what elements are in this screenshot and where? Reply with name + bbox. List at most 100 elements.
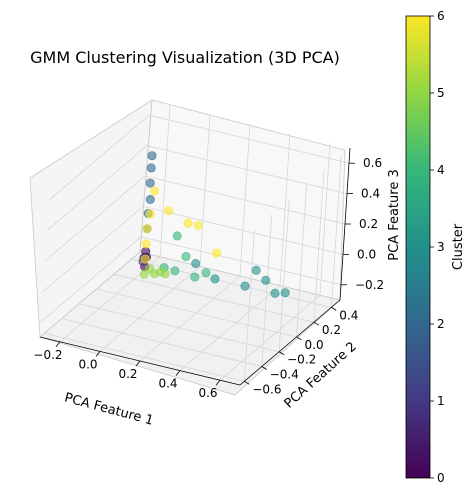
data-point [146,163,156,173]
y-tick-label: 0.0 [305,338,324,352]
data-point [183,218,193,228]
grid-line-y-wall [296,184,307,337]
x-tick-mark [55,341,61,348]
grid-line-y-wall [278,199,290,352]
z-tick-label: 0.4 [361,187,380,201]
scatter-points [138,151,290,298]
z-tick-label: −0.2 [355,278,384,292]
colorbar-tick-label: 0 [437,471,445,485]
grid-line-z [148,114,350,164]
x-tick-mark [175,370,181,376]
colorbar-ticks: 0 1 2 3 4 5 6 [430,9,445,485]
z-tick-label: 0.6 [363,156,382,170]
grid-line-y [61,318,262,367]
x-tick-label: 0.2 [118,367,137,381]
data-point [193,221,203,231]
grid-line-y [96,288,297,338]
y-axis-line [239,299,341,386]
data-point [201,268,211,278]
grid-line-z-wall [44,175,146,262]
pane-group [29,99,346,396]
data-point [172,231,182,241]
data-point [261,275,271,285]
data-point [170,266,180,276]
y-tick-label: 0.4 [339,308,358,322]
data-point [141,239,151,249]
x-tick-label: −0.2 [33,348,62,362]
grid-line-y-wall [313,170,325,323]
data-point [280,288,290,298]
data-point [139,269,149,279]
colorbar-gradient [405,15,431,479]
y-tick-mark [278,351,285,356]
data-point [145,264,155,274]
data-point [191,258,201,268]
grid-line-x [139,275,241,362]
grid-line-y-wall [330,155,342,308]
grid-line-y [113,273,315,323]
grid-line-z-wall [48,114,150,201]
chart-title: GMM Clustering Visualization (3D PCA) [30,48,340,67]
z-tick-label: 0.2 [359,217,378,231]
y-tick-mark [331,307,337,311]
data-point [145,209,155,219]
data-point [190,272,200,282]
x-tick-label: 0.4 [158,377,177,391]
grid-line-z-wall [46,145,148,231]
y-tick-mark [296,336,302,341]
data-point [160,269,170,279]
data-point [164,206,174,216]
data-point [147,151,157,161]
x-tick-mark [215,379,221,386]
y-tick-mark [313,321,320,326]
data-point [251,265,261,275]
colorbar-tick-label: 3 [437,240,445,254]
colorbar-tick-label: 6 [437,9,445,23]
y-tick-mark [261,366,267,370]
y-tick-mark [244,380,250,385]
data-point [142,224,152,234]
grid-line-z [142,206,344,255]
x-tick-label: 0.0 [78,357,97,371]
data-point [150,186,160,196]
data-point [145,178,155,188]
grid-line-z-wall [40,236,142,323]
axes-group: −0.20.00.20.40.6 −0.6−0.4−0.20.00.20.4−0.… [33,147,384,400]
z-axis-label: PCA Feature 3 [387,169,402,260]
data-point [270,288,280,298]
y-tick-label: 0.2 [322,323,341,337]
data-point [145,195,155,205]
x-tick-mark [135,360,141,367]
z-axis-line [339,147,351,301]
data-point [140,254,150,264]
colorbar: 0 1 2 3 4 5 6 Cluster [405,9,466,485]
x-axis-label: PCA Feature 1 [63,391,155,429]
data-point [181,252,191,262]
grid-line-y [79,303,280,353]
grid-line-y-wall [243,229,255,382]
grid-line-x [179,285,281,371]
y-tick-label: −0.2 [287,353,316,367]
grid-line-z-wall [42,206,144,292]
z-tick-label: 0.0 [357,247,376,261]
data-point [212,248,222,258]
grid-line-x [99,266,201,352]
grid-lines [40,104,350,382]
colorbar-tick-label: 5 [437,86,445,100]
grid-line-z [140,236,342,286]
data-point [210,274,220,284]
x-axis-line [39,336,241,386]
colorbar-tick-label: 1 [437,394,445,408]
grid-line-z [144,175,346,225]
x-tick-label: 0.6 [198,386,217,400]
data-point [240,281,250,291]
colorbar-label: Cluster [451,223,466,270]
colorbar-tick-label: 4 [437,163,445,177]
y-tick-label: −0.6 [252,382,281,396]
grid-line-z [146,145,348,194]
grid-line-y-wall [261,214,273,367]
grid-line-x [219,294,321,381]
colorbar-tick-label: 2 [437,317,445,331]
x-tick-mark [95,351,101,357]
